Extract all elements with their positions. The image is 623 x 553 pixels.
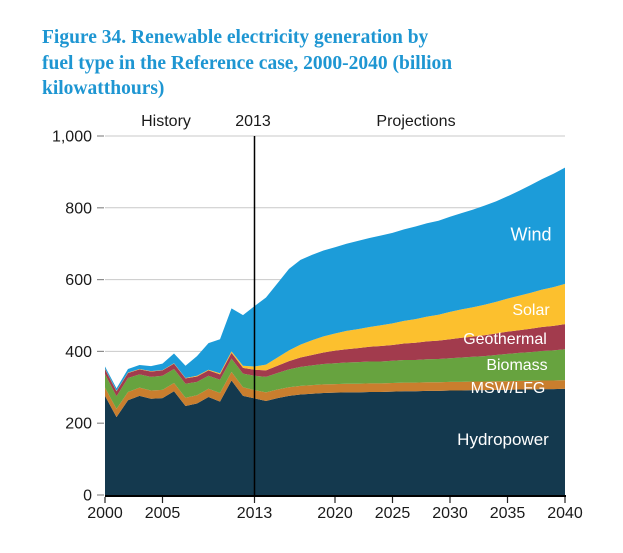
- figure-title-line-2: fuel type in the Reference case, 2000-20…: [42, 52, 453, 74]
- svg-text:200: 200: [65, 416, 92, 433]
- solar-area-label: Solar: [512, 302, 550, 319]
- msw-lfg-area-label: MSW/LFG: [470, 380, 546, 397]
- svg-text:2013: 2013: [237, 505, 273, 522]
- svg-text:2030: 2030: [432, 505, 468, 522]
- projections-period-label: Projections: [376, 113, 456, 130]
- svg-text:2000: 2000: [87, 505, 123, 522]
- history-period-label: History: [141, 113, 191, 130]
- svg-text:800: 800: [65, 200, 92, 217]
- svg-text:2035: 2035: [490, 505, 526, 522]
- figure-title-line-1: Figure 34. Renewable electricity generat…: [42, 27, 429, 48]
- svg-text:1,000: 1,000: [52, 129, 92, 146]
- svg-text:2020: 2020: [317, 505, 353, 522]
- figure-title: Figure 34. Renewable electricity generat…: [42, 25, 597, 102]
- hydropower-area-label: Hydropower: [457, 430, 549, 449]
- svg-text:400: 400: [65, 344, 92, 361]
- svg-text:2040: 2040: [547, 505, 583, 522]
- figure-title-line-3: kilowatthours): [42, 78, 165, 99]
- svg-text:600: 600: [65, 272, 92, 289]
- svg-text:0: 0: [83, 488, 92, 505]
- biomass-area-label: Biomass: [486, 357, 548, 374]
- geothermal-area-label: Geothermal: [463, 331, 547, 348]
- wind-area-label: Wind: [510, 224, 552, 245]
- divider-year-label: 2013: [235, 113, 271, 130]
- svg-text:2025: 2025: [375, 505, 411, 522]
- svg-text:2005: 2005: [145, 505, 181, 522]
